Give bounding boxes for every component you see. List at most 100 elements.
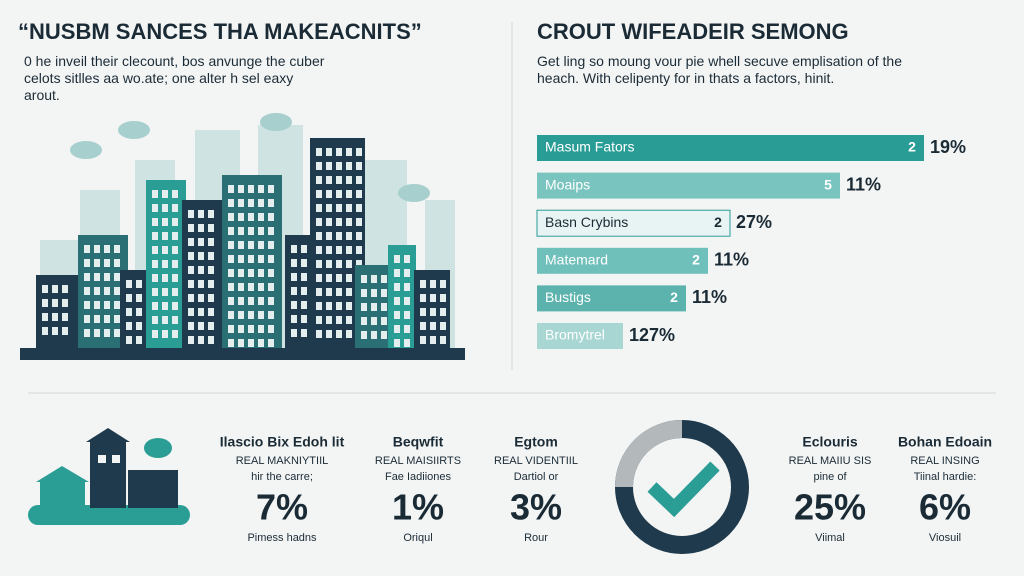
window: [238, 185, 244, 193]
window: [162, 288, 168, 296]
window: [381, 317, 387, 325]
window: [404, 297, 410, 305]
window: [346, 204, 352, 212]
window: [268, 241, 274, 249]
stat-note: Fae Iadiiones: [385, 471, 452, 483]
window: [228, 199, 234, 207]
window: [198, 224, 204, 232]
window: [326, 246, 332, 254]
window: [420, 294, 426, 302]
window: [268, 283, 274, 291]
window: [316, 190, 322, 198]
window: [361, 303, 367, 311]
window: [326, 204, 332, 212]
bar-badge: 5: [824, 176, 832, 192]
stat-note: pine of: [813, 471, 847, 483]
window: [371, 303, 377, 311]
window: [301, 259, 307, 267]
window: [394, 325, 400, 333]
window: [268, 269, 274, 277]
window: [316, 204, 322, 212]
window: [162, 246, 168, 254]
window: [326, 190, 332, 198]
window: [126, 294, 132, 302]
window: [336, 190, 342, 198]
window: [268, 297, 274, 305]
window: [136, 336, 142, 344]
window: [208, 294, 214, 302]
bar-value: 11%: [846, 174, 881, 194]
bar: [537, 323, 623, 349]
bar-badge: 2: [908, 139, 916, 155]
window: [316, 274, 322, 282]
window: [238, 325, 244, 333]
window: [198, 336, 204, 344]
window: [420, 280, 426, 288]
window: [268, 213, 274, 221]
window: [258, 339, 264, 347]
stat-footer: Pimess hadns: [247, 532, 317, 544]
window: [208, 210, 214, 218]
window: [172, 288, 178, 296]
window: [42, 299, 48, 307]
window: [152, 204, 158, 212]
window: [420, 336, 426, 344]
window: [361, 317, 367, 325]
window: [336, 274, 342, 282]
window: [172, 330, 178, 338]
bar: [536, 209, 731, 237]
window: [208, 322, 214, 330]
window: [346, 330, 352, 338]
stat-value: 3%: [510, 487, 562, 528]
description: 0 he inveil their clecount, bos anvunge …: [24, 53, 325, 103]
window: [84, 315, 90, 323]
window: [316, 176, 322, 184]
bar-label: Basn Crybins: [545, 214, 628, 230]
window: [430, 308, 436, 316]
window: [268, 311, 274, 319]
window: [162, 274, 168, 282]
bar: [537, 172, 840, 199]
window: [381, 331, 387, 339]
window: [258, 283, 264, 291]
bar: [537, 285, 686, 312]
window: [188, 210, 194, 218]
window: [291, 245, 297, 253]
window: [238, 255, 244, 263]
bar-label: Bromytrel: [545, 327, 605, 343]
window: [316, 316, 322, 324]
window: [346, 218, 352, 226]
window: [208, 238, 214, 246]
window: [268, 185, 274, 193]
window: [152, 246, 158, 254]
window: [114, 259, 120, 267]
window: [361, 289, 367, 297]
window: [198, 294, 204, 302]
window: [326, 162, 332, 170]
window: [114, 287, 120, 295]
stat-footer: Viimal: [815, 532, 845, 544]
window: [326, 218, 332, 226]
window: [84, 273, 90, 281]
window: [371, 331, 377, 339]
window: [356, 190, 362, 198]
window: [188, 252, 194, 260]
stat-subtitle: REAL MAKNIYTIIL: [236, 455, 329, 467]
window: [172, 246, 178, 254]
window: [258, 227, 264, 235]
window: [381, 289, 387, 297]
window: [291, 329, 297, 337]
window: [316, 232, 322, 240]
window: [188, 224, 194, 232]
window: [52, 299, 58, 307]
window: [188, 266, 194, 274]
window: [356, 260, 362, 268]
window: [238, 199, 244, 207]
window: [136, 308, 142, 316]
window: [326, 316, 332, 324]
window: [326, 232, 332, 240]
window: [172, 218, 178, 226]
window: [336, 148, 342, 156]
window: [104, 273, 110, 281]
window: [316, 260, 322, 268]
